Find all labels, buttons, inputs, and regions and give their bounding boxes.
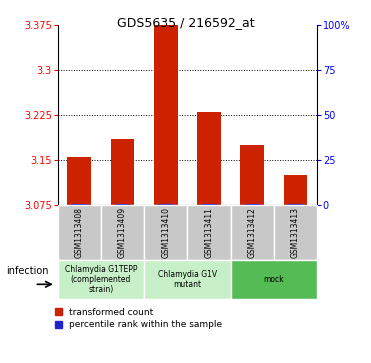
Text: infection: infection: [6, 266, 49, 276]
Bar: [58, 260, 144, 299]
Text: Chlamydia G1TEPP
(complemented
strain): Chlamydia G1TEPP (complemented strain): [65, 265, 137, 294]
Text: Chlamydia G1V
mutant: Chlamydia G1V mutant: [158, 270, 217, 289]
Bar: [231, 260, 317, 299]
Bar: [67, 157, 91, 205]
Text: GSM1313411: GSM1313411: [204, 207, 213, 258]
Text: GSM1313413: GSM1313413: [291, 207, 300, 258]
Text: mock: mock: [264, 275, 284, 284]
Bar: [144, 260, 231, 299]
Text: GSM1313412: GSM1313412: [248, 207, 257, 258]
Bar: [245, 204, 260, 205]
Bar: [197, 112, 221, 205]
Bar: [288, 204, 303, 205]
Bar: [72, 204, 87, 205]
Bar: [158, 204, 173, 205]
Bar: [231, 205, 274, 260]
Text: GSM1313410: GSM1313410: [161, 207, 170, 258]
Bar: [240, 145, 264, 205]
Legend: transformed count, percentile rank within the sample: transformed count, percentile rank withi…: [55, 307, 222, 329]
Bar: [101, 205, 144, 260]
Bar: [154, 25, 178, 205]
Text: GDS5635 / 216592_at: GDS5635 / 216592_at: [117, 16, 254, 29]
Bar: [201, 204, 217, 205]
Text: GSM1313409: GSM1313409: [118, 207, 127, 258]
Bar: [115, 204, 130, 205]
Bar: [58, 205, 101, 260]
Bar: [274, 205, 317, 260]
Bar: [187, 205, 231, 260]
Bar: [111, 139, 134, 205]
Bar: [284, 175, 308, 205]
Text: GSM1313408: GSM1313408: [75, 207, 83, 258]
Bar: [144, 205, 187, 260]
